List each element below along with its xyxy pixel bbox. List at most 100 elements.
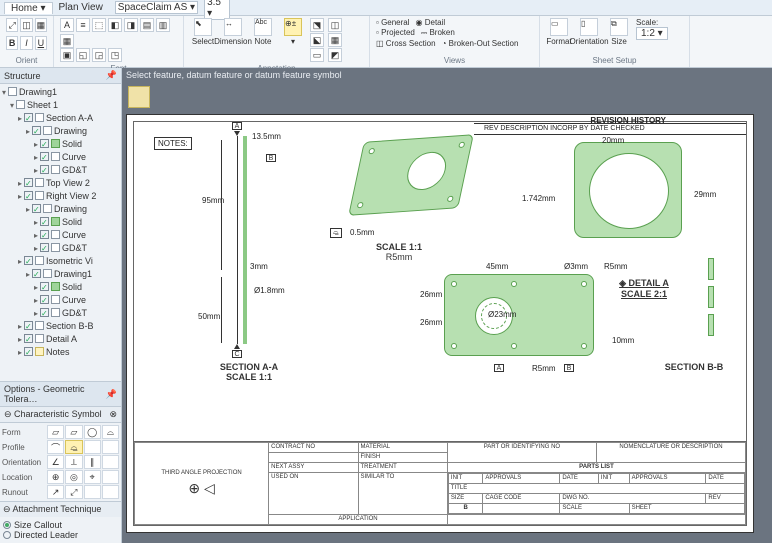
- scale-input[interactable]: 1:2 ▾: [636, 27, 668, 40]
- symbol-grid: Form ⏥ ▱ ◯ ⌓ Profile ⌒ ⌓̲ Orientation ∠ …: [0, 423, 121, 501]
- font-family-select[interactable]: SpaceClaim AS ▾: [115, 1, 198, 14]
- sym-run-1[interactable]: ⤢: [65, 485, 82, 499]
- tree-node[interactable]: ▸Drawing: [2, 203, 119, 216]
- tree-node[interactable]: ▸Drawing: [2, 125, 119, 138]
- bold-icon[interactable]: B: [6, 36, 18, 50]
- format-button[interactable]: ▭Format: [546, 18, 572, 46]
- orient-icon-2[interactable]: ◫: [20, 18, 32, 32]
- ann-tool-2[interactable]: ⬕: [310, 33, 324, 47]
- size-button[interactable]: ⧉Size: [606, 18, 632, 46]
- view-detail[interactable]: ◉ Detail: [416, 18, 446, 27]
- iso-plate: [348, 134, 474, 216]
- font-tool-11[interactable]: ◲: [92, 48, 106, 62]
- font-tool-5[interactable]: ◨: [124, 18, 138, 32]
- note-button[interactable]: AbcNote: [250, 18, 276, 62]
- group-sheetsetup-label: Sheet Setup: [546, 56, 683, 65]
- ann-tool-5[interactable]: ▦: [328, 33, 342, 47]
- ann-tool-3[interactable]: ▭: [310, 48, 324, 62]
- ribbon: ⤢ ◫ ▦ B I U Orient A ≡ ⬚ ◧ ◨ ▤ ▥ ▦ ▣ ◱ ◲…: [0, 16, 772, 68]
- tree-node[interactable]: ▸Section B-B: [2, 320, 119, 333]
- tab-plan-view[interactable]: Plan View: [53, 2, 109, 13]
- view-brokenout[interactable]: ◔ Broken-Out Section: [442, 39, 519, 48]
- tree-node[interactable]: ▸Solid: [2, 138, 119, 151]
- titlebar: Home ▾ Plan View SpaceClaim AS ▾ 3.5 ▾: [0, 0, 772, 16]
- font-tool-1[interactable]: A: [60, 18, 74, 32]
- tree-node[interactable]: ▸Right View 2: [2, 190, 119, 203]
- view-broken[interactable]: ⎓ Broken: [421, 28, 455, 38]
- hint-text: Select feature, datum feature or datum f…: [126, 70, 754, 80]
- sym-prof-1[interactable]: ⌓̲: [65, 440, 82, 454]
- options-title: Options - Geometric Tolera…📌: [0, 382, 121, 407]
- title-block: THIRD ANGLE PROJECTION ⊕ ◁ CONTRACT NO M…: [134, 441, 746, 525]
- tree-node[interactable]: ▸Top View 2: [2, 177, 119, 190]
- detail-ring: [574, 142, 682, 238]
- options-section[interactable]: ⊖ Characteristic Symbol⊗: [0, 407, 121, 423]
- sym-loc-1[interactable]: ◎: [65, 470, 82, 484]
- tree-node[interactable]: ▸Curve: [2, 151, 119, 164]
- tree-node[interactable]: ▸Solid: [2, 216, 119, 229]
- sym-prof-0[interactable]: ⌒: [47, 440, 64, 454]
- ann-tool-1[interactable]: ⬔: [310, 18, 324, 32]
- italic-icon[interactable]: I: [20, 36, 32, 50]
- tree-node[interactable]: ▸Notes: [2, 346, 119, 359]
- tree-node[interactable]: ▸GD&T: [2, 307, 119, 320]
- sym-form-2[interactable]: ◯: [84, 425, 101, 439]
- structure-tree[interactable]: ▾Drawing1 ▾Sheet 1 ▸Section A-A▸Drawing▸…: [0, 84, 121, 381]
- tree-node[interactable]: ▸Detail A: [2, 333, 119, 346]
- font-tool-8[interactable]: ▦: [60, 34, 74, 48]
- tree-node[interactable]: ▸GD&T: [2, 164, 119, 177]
- view-crosssection[interactable]: ◫ Cross Section: [376, 39, 436, 48]
- font-tool-10[interactable]: ◱: [76, 48, 90, 62]
- drawing-sheet: A C 13.5mm NOTES: B 95mm 3mm Ø1.8mm 50mm…: [126, 114, 754, 533]
- tree-node[interactable]: ▸GD&T: [2, 242, 119, 255]
- font-tool-4[interactable]: ◧: [108, 18, 122, 32]
- tab-home[interactable]: Home ▾: [4, 2, 53, 14]
- font-tool-7[interactable]: ▥: [156, 18, 170, 32]
- underline-icon[interactable]: U: [35, 36, 47, 50]
- attach-title[interactable]: ⊖ Attachment Technique: [0, 502, 121, 517]
- gdt-button[interactable]: ⊕±▾: [280, 18, 306, 62]
- ann-tool-4[interactable]: ◫: [328, 18, 342, 32]
- tree-node[interactable]: ▸Isometric Vi: [2, 255, 119, 268]
- font-tool-12[interactable]: ◳: [108, 48, 122, 62]
- front-plate: [444, 274, 594, 356]
- marker-c-bot: C: [232, 350, 242, 358]
- select-button[interactable]: ⬉Select: [190, 18, 216, 62]
- structure-title: Structure📌: [0, 68, 121, 84]
- sym-form-3[interactable]: ⌓: [102, 425, 119, 439]
- collapse-icon[interactable]: ⊗: [109, 409, 117, 420]
- panel-pin-icon[interactable]: 📌: [106, 70, 117, 81]
- marker-b: B: [266, 154, 276, 162]
- sym-form-1[interactable]: ▱: [65, 425, 82, 439]
- sym-or-2[interactable]: ∥: [84, 455, 101, 469]
- sym-loc-2[interactable]: ⌖: [84, 470, 101, 484]
- sym-form-0[interactable]: ⏥: [47, 425, 64, 439]
- sym-or-1[interactable]: ⟂: [65, 455, 82, 469]
- ann-tool-6[interactable]: ◩: [328, 48, 342, 62]
- font-tool-9[interactable]: ▣: [60, 48, 74, 62]
- view-projected[interactable]: ▫ Projected: [376, 28, 415, 38]
- sym-loc-0[interactable]: ⊕: [47, 470, 64, 484]
- orientation-button[interactable]: ▯Orientation: [576, 18, 602, 46]
- sym-or-0[interactable]: ∠: [47, 455, 64, 469]
- tree-node[interactable]: ▸Curve: [2, 229, 119, 242]
- attach-size-callout[interactable]: Size Callout: [3, 520, 118, 530]
- font-tool-2[interactable]: ≡: [76, 18, 90, 32]
- tree-node[interactable]: ▸Curve: [2, 294, 119, 307]
- sym-run-0[interactable]: ↗: [47, 485, 64, 499]
- attach-directed-leader[interactable]: Directed Leader: [3, 530, 118, 540]
- group-orient-label: Orient: [6, 56, 47, 65]
- tree-node[interactable]: ▸Solid: [2, 281, 119, 294]
- orient-icon-1[interactable]: ⤢: [6, 18, 18, 32]
- left-panel: Structure📌 ▾Drawing1 ▾Sheet 1 ▸Section A…: [0, 68, 122, 543]
- drawing-canvas[interactable]: Select feature, datum feature or datum f…: [122, 68, 772, 543]
- group-views-label: Views: [376, 56, 533, 65]
- view-general[interactable]: ▫ General: [376, 18, 410, 27]
- tree-node[interactable]: ▸Section A-A: [2, 112, 119, 125]
- dimension-button[interactable]: ↔Dimension: [220, 18, 246, 62]
- font-tool-6[interactable]: ▤: [140, 18, 154, 32]
- font-tool-3[interactable]: ⬚: [92, 18, 106, 32]
- scale-label: Scale:: [636, 18, 668, 27]
- orient-icon-3[interactable]: ▦: [35, 18, 47, 32]
- tree-node[interactable]: ▸Drawing1: [2, 268, 119, 281]
